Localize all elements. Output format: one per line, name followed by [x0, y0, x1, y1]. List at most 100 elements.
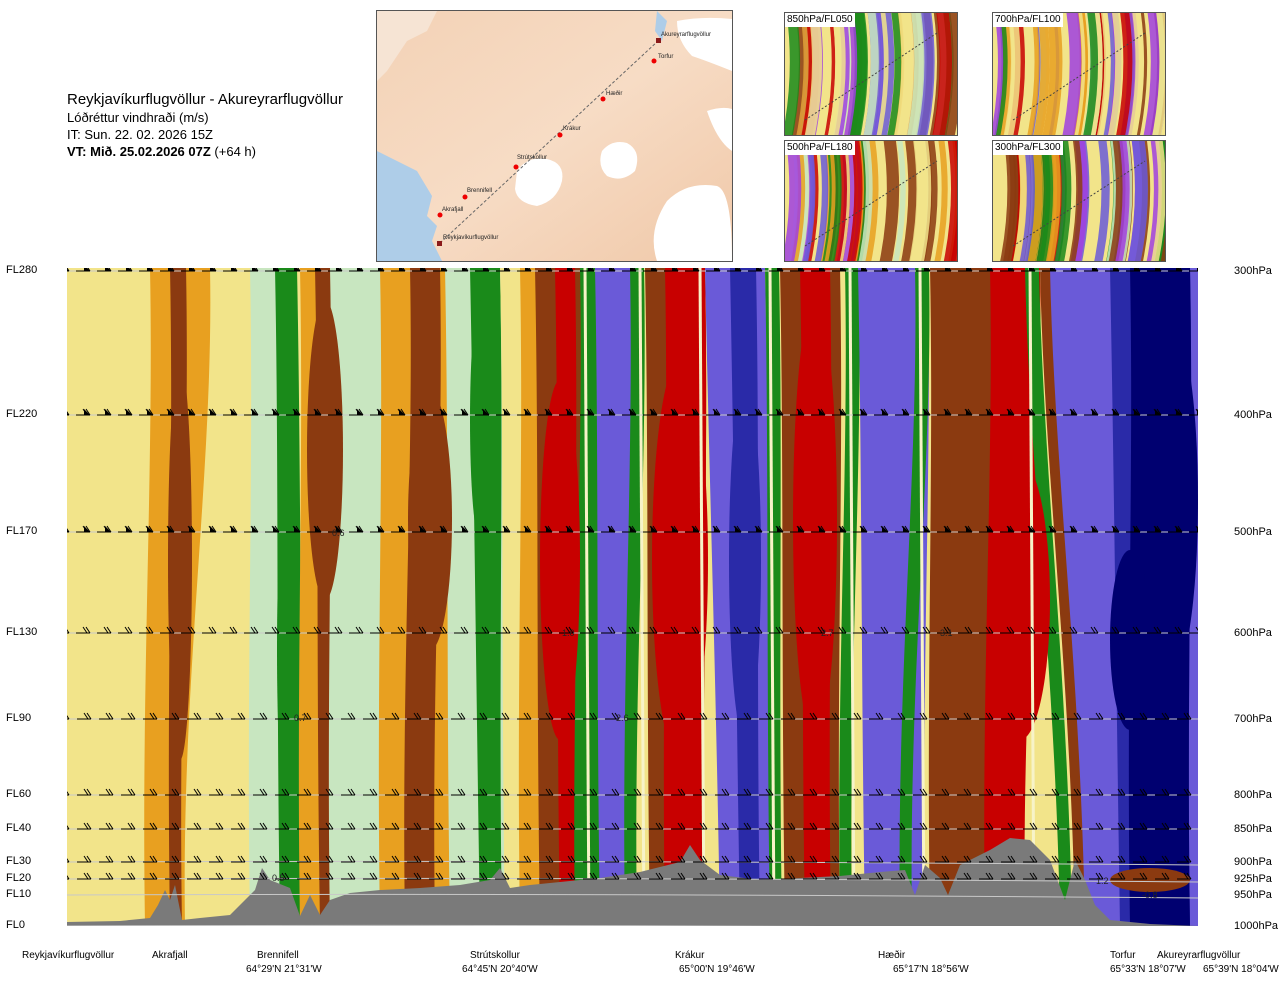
wind-barb — [143, 788, 158, 796]
map-label-akureyri: Akureyrarflugvöllur — [661, 32, 711, 38]
wind-barb — [649, 855, 664, 863]
wind-barb — [1000, 268, 1015, 272]
wind-barb — [407, 822, 422, 830]
wind-barb — [231, 788, 246, 796]
wind-barb — [539, 712, 554, 720]
map-label-krakur: Krákur — [563, 126, 581, 132]
wind-barb — [495, 855, 510, 863]
wind-barb — [454, 525, 469, 533]
wind-barb — [916, 268, 931, 272]
wind-barb — [1084, 268, 1099, 272]
wind-barb — [622, 408, 637, 416]
wind-barb — [67, 875, 70, 880]
wind-barb — [1133, 788, 1148, 796]
panel-300hpa[interactable]: 300hPa/FL300 — [992, 140, 1166, 262]
wind-barb — [1133, 712, 1148, 720]
wind-barb — [737, 872, 752, 880]
wind-barb — [958, 408, 973, 416]
wind-barb — [165, 788, 180, 796]
wind-barb — [649, 822, 664, 830]
contour-value-label: 0.7 — [294, 713, 307, 723]
wind-barb — [433, 626, 448, 634]
wind-barb — [1111, 872, 1126, 880]
valid-time: VT: Mið. 25.02.2026 07Z (+64 h) — [67, 143, 387, 160]
panel-500hpa[interactable]: 500hPa/FL180 — [784, 140, 958, 262]
wind-barb — [937, 626, 952, 634]
wind-barb — [517, 788, 532, 796]
contour-value-label: 1.0 — [562, 628, 575, 638]
wind-barb — [407, 855, 422, 863]
wind-barb — [307, 525, 322, 533]
wind-barb — [1168, 626, 1183, 634]
wind-barb — [517, 712, 532, 720]
wind-barb — [693, 712, 708, 720]
contour-core — [470, 300, 490, 540]
wind-barb — [433, 525, 448, 533]
wind-barb — [385, 788, 400, 796]
contour-edge — [583, 268, 591, 926]
wind-barb — [454, 408, 469, 416]
wind-barb — [539, 822, 554, 830]
wind-barb — [1155, 788, 1170, 796]
wind-barb — [77, 788, 92, 796]
wind-barb — [496, 268, 511, 272]
wind-barb — [538, 268, 553, 272]
wind-barb — [895, 525, 910, 533]
wind-barb — [601, 408, 616, 416]
pressure-tick-label: 1000hPa — [1234, 920, 1279, 932]
wind-barb — [407, 788, 422, 796]
contour-edge — [1028, 268, 1036, 926]
wind-barb — [803, 788, 818, 796]
wind-barb — [265, 626, 280, 634]
wind-barb — [685, 268, 700, 272]
wind-barb — [1045, 788, 1060, 796]
wind-barb — [209, 822, 224, 830]
station-label: Torfur — [1110, 950, 1136, 961]
panel-850hpa[interactable]: 850hPa/FL050 — [784, 12, 958, 136]
wind-barb — [1063, 408, 1078, 416]
wind-barb — [685, 408, 700, 416]
wind-barb — [1067, 712, 1082, 720]
wind-barb — [76, 525, 91, 533]
contour-core — [408, 390, 452, 650]
wind-barb — [370, 626, 385, 634]
wind-barb — [979, 268, 994, 272]
wind-barb — [664, 268, 679, 272]
wind-barb — [937, 525, 952, 533]
contour-edge — [918, 268, 926, 926]
wind-barb — [1155, 872, 1170, 880]
wind-barb — [891, 712, 906, 720]
wind-barb — [1042, 268, 1057, 272]
wind-barb — [370, 408, 385, 416]
wind-barb — [517, 268, 532, 272]
station-coord-label: 65°17'N 18°56'W — [893, 964, 969, 975]
wind-barb — [769, 626, 784, 634]
wind-barb — [539, 855, 554, 863]
wind-barb — [451, 872, 466, 880]
wind-barb — [957, 712, 972, 720]
wind-barb — [1089, 872, 1104, 880]
wind-barb — [139, 626, 154, 634]
wind-barb — [1089, 712, 1104, 720]
wind-barb — [781, 855, 796, 863]
isobar-line — [67, 924, 819, 926]
wind-barb — [1111, 822, 1126, 830]
wind-barb — [622, 626, 637, 634]
wind-barb — [790, 525, 805, 533]
fl-tick-label: FL220 — [6, 408, 38, 420]
route-map[interactable]: Akureyrarflugvöllur Torfur Hæðir Krákur … — [376, 10, 733, 262]
wind-barb — [847, 788, 862, 796]
contour-core — [1142, 320, 1198, 680]
contour-value-label: 2.7 — [821, 628, 834, 638]
fl-tick-label: FL30 — [6, 855, 32, 867]
wind-barb — [433, 408, 448, 416]
panel-700hpa[interactable]: 700hPa/FL100 — [992, 12, 1166, 136]
wind-barb — [1089, 855, 1104, 863]
wind-barb — [77, 855, 92, 863]
wind-barb — [891, 872, 906, 880]
wind-barb — [275, 872, 290, 880]
wind-barb — [286, 626, 301, 634]
wind-barb — [517, 872, 532, 880]
field-layer — [67, 268, 1198, 926]
contour-value-label: -0.8 — [1142, 890, 1158, 900]
